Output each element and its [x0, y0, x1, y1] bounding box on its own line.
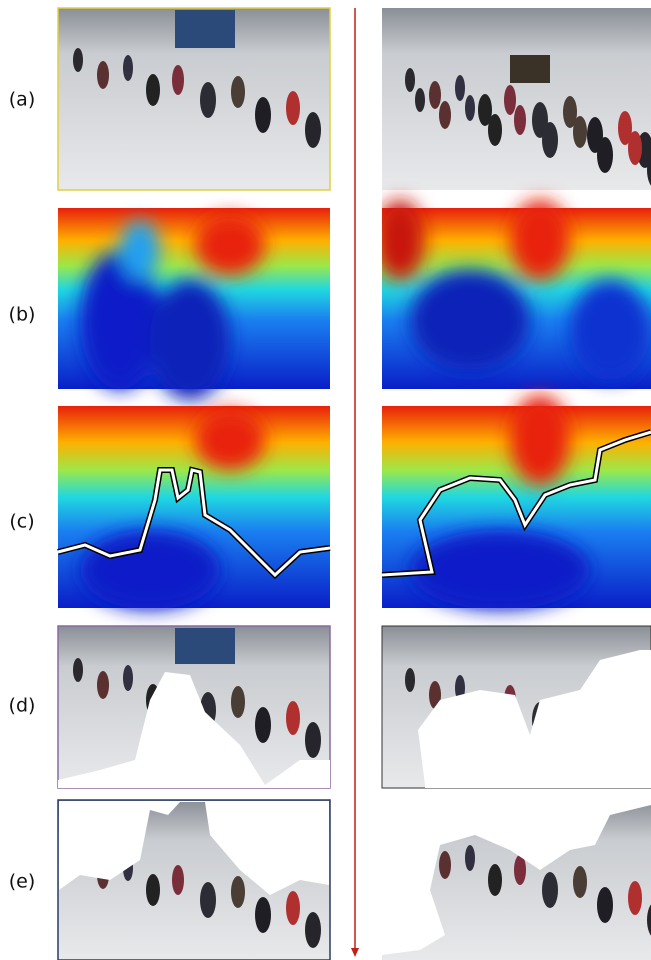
- masked-photo: [58, 800, 330, 960]
- heatmap-contour: [58, 406, 330, 610]
- heatmap-contour: [382, 395, 651, 610]
- figure: (a) (b) (c) (d) (e): [0, 0, 651, 960]
- photo: [382, 8, 651, 190]
- masked-photo: [382, 626, 651, 788]
- masked-photo: [382, 800, 651, 960]
- divider-arrow: [351, 8, 359, 957]
- row-label: (b): [9, 304, 36, 326]
- heatmap: [58, 208, 330, 400]
- photo: [58, 8, 330, 190]
- row-label: (a): [9, 89, 35, 111]
- heatmap: [375, 200, 651, 389]
- row-label: (c): [9, 511, 34, 533]
- row-label: (d): [9, 695, 36, 717]
- row-label: (e): [9, 871, 36, 893]
- masked-photo: [58, 626, 330, 788]
